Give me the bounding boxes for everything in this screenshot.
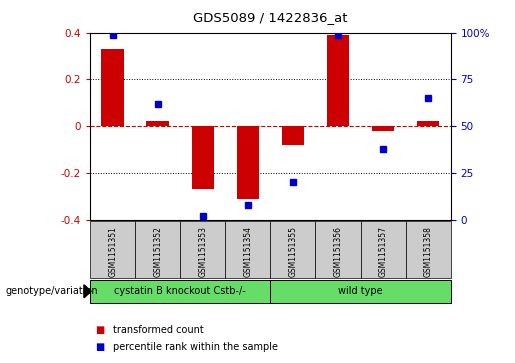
Text: GSM1151357: GSM1151357 [379, 226, 387, 277]
Bar [90, 221, 135, 278]
Text: cystatin B knockout Cstb-/-: cystatin B knockout Cstb-/- [114, 286, 246, 296]
Text: GSM1151354: GSM1151354 [244, 226, 252, 277]
Polygon shape [84, 285, 91, 298]
Text: GSM1151351: GSM1151351 [108, 226, 117, 277]
Bar [270, 280, 451, 303]
Bar [226, 221, 270, 278]
Bar [282, 126, 304, 145]
Bar [417, 122, 439, 126]
Bar [146, 122, 169, 126]
Text: wild type: wild type [338, 286, 383, 296]
Bar [90, 280, 270, 303]
Text: genotype/variation: genotype/variation [5, 286, 98, 296]
Text: ■: ■ [95, 342, 105, 352]
Bar [236, 126, 259, 199]
Text: GSM1151355: GSM1151355 [288, 226, 297, 277]
Text: percentile rank within the sample: percentile rank within the sample [113, 342, 278, 352]
Text: GSM1151356: GSM1151356 [334, 226, 342, 277]
Bar [180, 221, 226, 278]
Bar [372, 126, 394, 131]
Text: GSM1151353: GSM1151353 [198, 226, 207, 277]
Bar [360, 221, 406, 278]
Bar [327, 35, 349, 126]
Bar [270, 221, 315, 278]
Text: GSM1151358: GSM1151358 [424, 226, 433, 277]
Text: ■: ■ [95, 325, 105, 335]
Bar [315, 221, 360, 278]
Bar [135, 221, 180, 278]
Text: GDS5089 / 1422836_at: GDS5089 / 1422836_at [193, 11, 348, 24]
Bar [406, 221, 451, 278]
Text: transformed count: transformed count [113, 325, 204, 335]
Bar [101, 49, 124, 126]
Bar [192, 126, 214, 189]
Text: GSM1151352: GSM1151352 [153, 226, 162, 277]
